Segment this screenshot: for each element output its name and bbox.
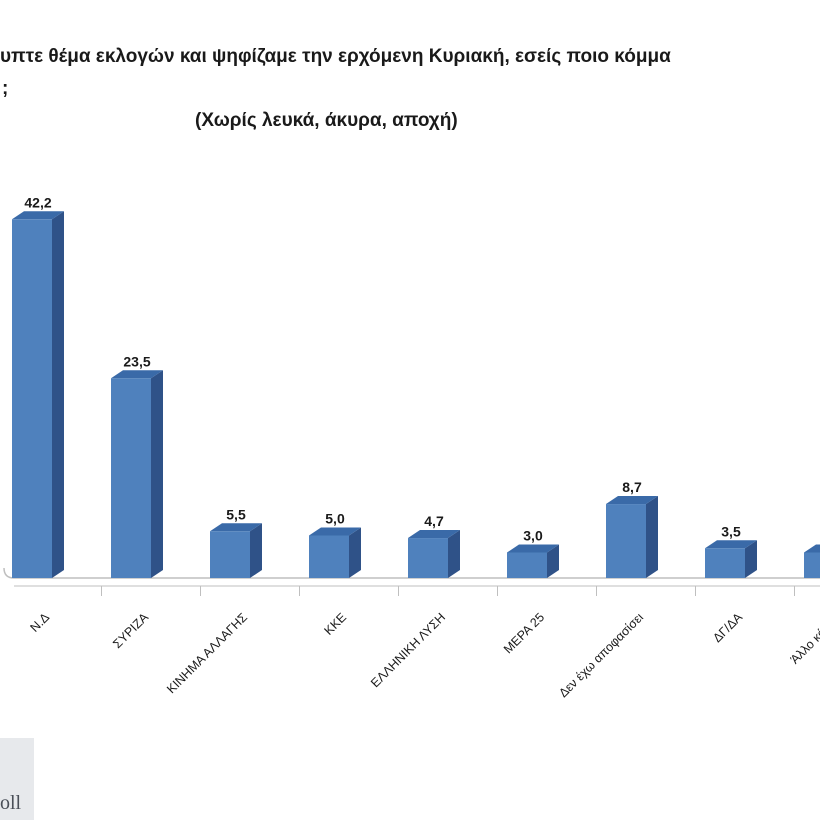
bar-top (210, 523, 262, 532)
bar (804, 544, 820, 578)
category-label: ΕΛΛΗΝΙΚΗ ΛΥΣΗ (368, 610, 448, 690)
data-label: 42,2 (24, 194, 51, 210)
bar-front (606, 504, 646, 578)
data-label: 3,0 (523, 528, 543, 544)
bar-front (705, 548, 745, 578)
bar-top (705, 540, 757, 549)
bar-side (349, 527, 361, 578)
category-label: Δεν έχω αποφασίσει (556, 610, 646, 700)
logo-panel (0, 738, 34, 820)
bar (705, 540, 757, 578)
bar-front (804, 552, 820, 578)
bar-top (507, 544, 559, 553)
bar-front (507, 552, 547, 578)
bar-side (448, 530, 460, 578)
data-label: 4,7 (424, 513, 444, 529)
bar (507, 544, 559, 578)
category-label: ΚΙΝΗΜΑ ΑΛΛΑΓΗΣ (164, 610, 250, 696)
data-label: 23,5 (123, 353, 150, 369)
bar-side (52, 211, 64, 579)
bar-front (111, 378, 151, 578)
category-label: ΔΓ/ΔΑ (710, 610, 745, 645)
bar (408, 530, 460, 578)
bar-side (646, 496, 658, 578)
bar-front (12, 219, 52, 579)
category-label: ΚΚΕ (322, 610, 350, 638)
bar-side (151, 370, 163, 578)
category-label: ΣΥΡΙΖΑ (110, 610, 151, 651)
bar-side (745, 540, 757, 578)
bar-top (111, 370, 163, 379)
bar-front (210, 531, 250, 578)
bar-front (408, 538, 448, 578)
category-label: ΜΕΡΑ 25 (501, 610, 547, 656)
category-label: Άλλο κόμμα (788, 610, 820, 666)
bar (606, 496, 658, 578)
bar (210, 523, 262, 578)
bar-top (309, 527, 361, 536)
bar-top (606, 496, 658, 505)
data-label: 8,7 (622, 479, 642, 495)
data-label: 5,0 (325, 511, 345, 527)
chart-title: υπτε θέμα εκλογών και ψηφίζαμε την ερχόμ… (0, 46, 671, 67)
logo-text: oll (0, 792, 22, 814)
data-label: 5,5 (226, 506, 246, 522)
bar (111, 370, 163, 578)
category-label: Ν.Δ (27, 610, 52, 635)
bar (12, 211, 64, 579)
bar-front (309, 535, 349, 578)
data-label: 3,5 (721, 523, 741, 539)
bar-top (408, 530, 460, 539)
bar (309, 527, 361, 578)
chart-subtitle: (Χωρίς λευκά, άκυρα, αποχή) (195, 110, 458, 131)
bar-side (250, 523, 262, 578)
bar-top (804, 544, 820, 553)
chart-title-continuation: ; (2, 78, 9, 99)
bar-side (547, 544, 559, 578)
bar-top (12, 211, 64, 220)
